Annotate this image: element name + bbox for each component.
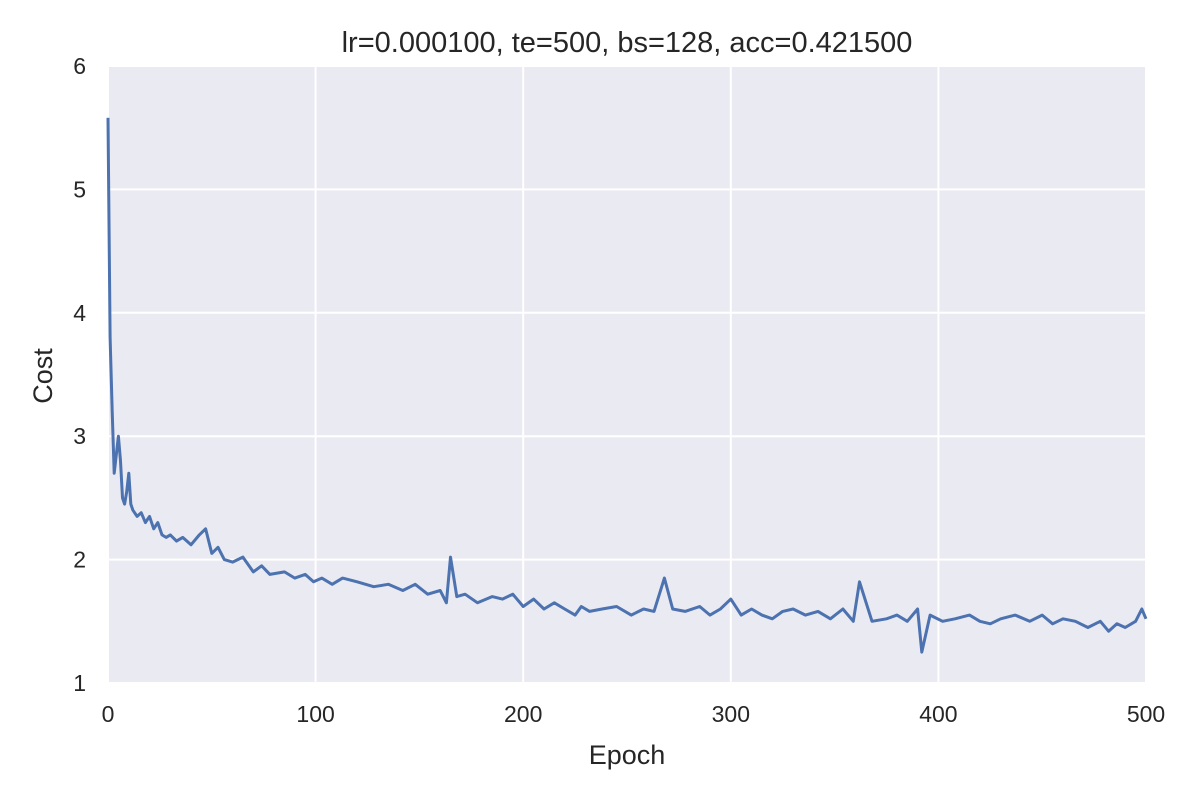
grid <box>107 65 1147 684</box>
x-tick-label: 0 <box>102 701 115 727</box>
x-tick-label: 100 <box>296 701 334 727</box>
x-axis-ticks: 0 100 200 300 400 500 <box>102 701 1166 727</box>
x-tick-label: 300 <box>712 701 750 727</box>
plot-area <box>108 66 1146 683</box>
y-axis-label: Cost <box>28 348 58 404</box>
x-tick-label: 500 <box>1127 701 1165 727</box>
chart-title: lr=0.000100, te=500, bs=128, acc=0.42150… <box>342 27 913 59</box>
y-tick-label: 6 <box>73 53 86 79</box>
y-tick-label: 1 <box>73 670 86 696</box>
x-axis-label: Epoch <box>589 740 666 770</box>
y-tick-label: 4 <box>73 300 86 326</box>
x-tick-label: 200 <box>504 701 542 727</box>
x-tick-label: 400 <box>919 701 957 727</box>
y-tick-label: 3 <box>73 423 86 449</box>
y-axis-ticks: 1 2 3 4 5 6 <box>73 53 86 696</box>
series-line <box>106 117 1148 654</box>
y-tick-label: 2 <box>73 547 86 573</box>
y-tick-label: 5 <box>73 176 86 202</box>
